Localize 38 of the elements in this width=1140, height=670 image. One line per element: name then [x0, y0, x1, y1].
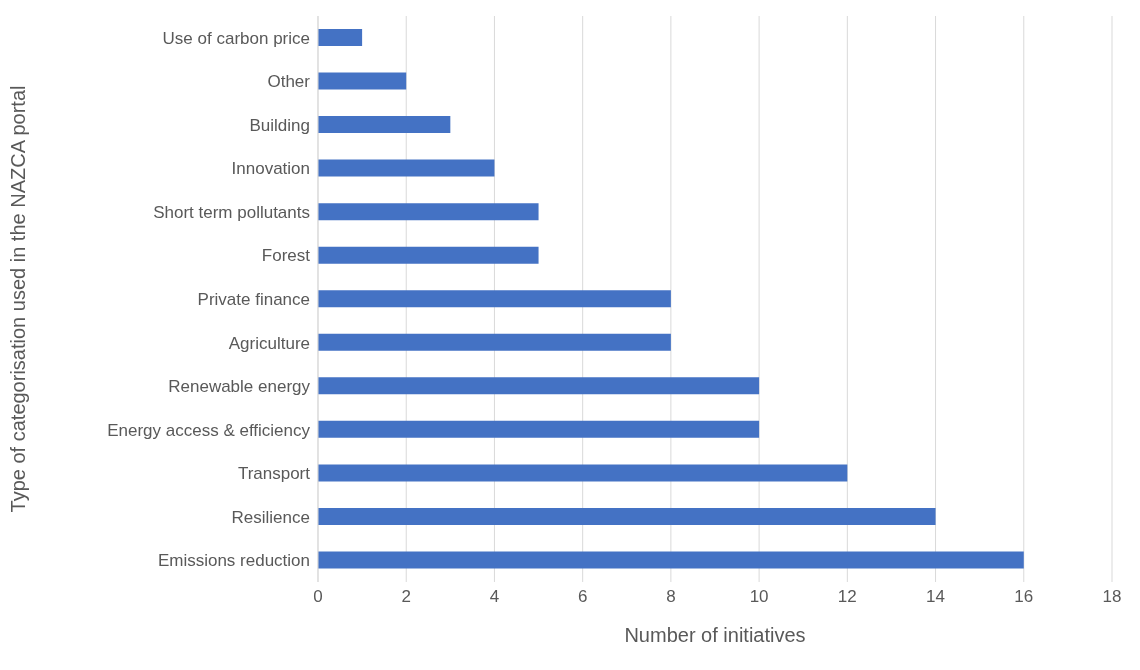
y-tick-label: Emissions reduction [157, 551, 310, 571]
x-tick-label: 10 [749, 587, 769, 607]
y-tick-label: Innovation [231, 159, 310, 179]
y-tick-label: Renewable energy [168, 377, 311, 397]
y-tick-label: Use of carbon price [162, 28, 310, 48]
x-tick-label: 16 [1014, 587, 1034, 607]
y-tick-label: Resilience [231, 507, 310, 527]
x-tick-label: 18 [1102, 587, 1122, 607]
y-tick-label: Agriculture [228, 333, 310, 353]
bar [318, 159, 495, 177]
y-tick-label: Private finance [197, 290, 310, 310]
x-tick-label: 0 [313, 587, 323, 607]
x-tick-label: 2 [401, 587, 411, 607]
x-tick-label: 12 [837, 587, 857, 607]
bar [318, 551, 1024, 569]
x-tick-label: 14 [926, 587, 946, 607]
x-tick-label: 6 [577, 587, 588, 607]
bar [318, 507, 936, 525]
x-axis-title: Number of initiatives [624, 624, 806, 646]
x-tick-label: 4 [489, 587, 500, 607]
y-tick-label: Building [249, 115, 310, 135]
y-tick-label: Short term pollutants [153, 202, 310, 222]
y-tick-label: Other [267, 72, 311, 92]
y-tick-label: Energy access & efficiency [107, 420, 311, 440]
bar [318, 290, 671, 308]
bar [318, 420, 760, 438]
x-tick-label: 8 [666, 587, 676, 607]
bar [318, 203, 539, 221]
y-tick-label: Forest [261, 246, 311, 266]
bar [318, 72, 407, 90]
y-axis-title: Type of categorisation used in the NAZCA portal [7, 85, 30, 513]
bar [318, 464, 848, 482]
y-tick-label: Transport [237, 464, 311, 484]
bar [318, 333, 671, 351]
bar [318, 246, 539, 264]
bar [318, 116, 451, 134]
bar [318, 29, 363, 46]
bar [318, 377, 760, 395]
